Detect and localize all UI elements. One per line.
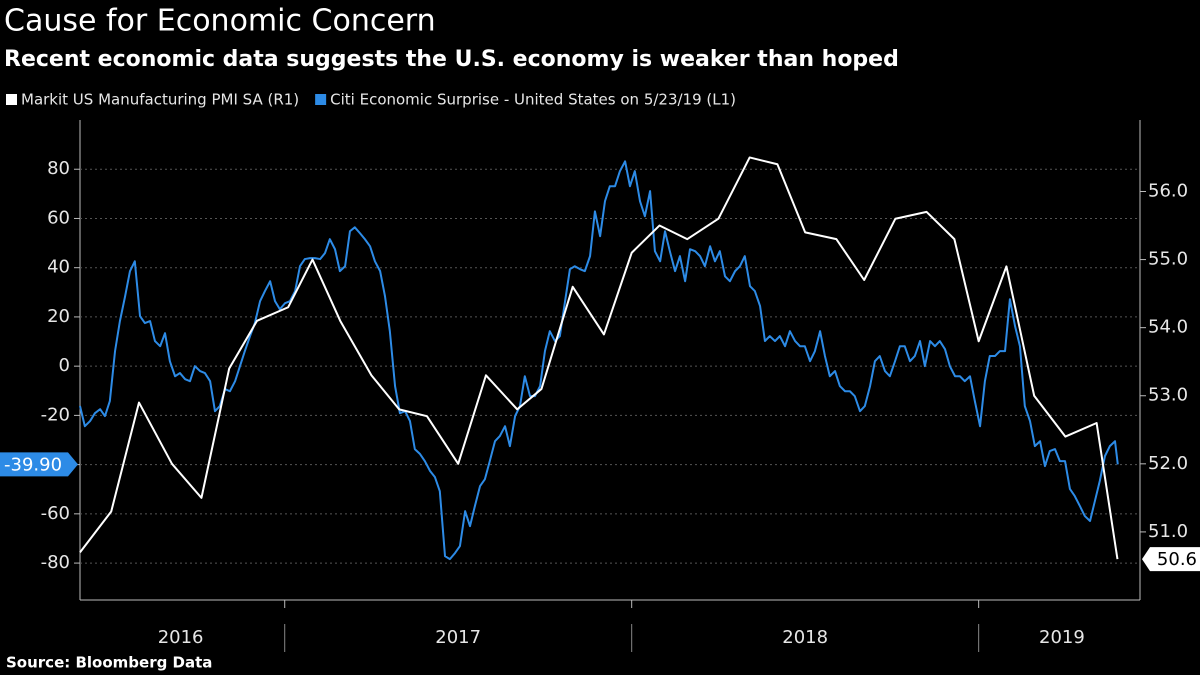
y2-tick-label: 51.0 [1148, 521, 1188, 542]
last-value-tag [1142, 547, 1200, 572]
y-tick-label: -20 [41, 404, 70, 425]
series-line [79, 156, 1119, 560]
y-tick-label: -60 [41, 503, 70, 524]
last-value-label: 50.6 [1157, 549, 1197, 570]
chart-title: Cause for Economic Concern [4, 4, 436, 39]
last-value-label: -39.90 [4, 454, 62, 475]
legend-label: Citi Economic Surprise - United States o… [330, 91, 736, 109]
legend-swatch [6, 94, 17, 105]
y-tick-label: 0 [59, 355, 70, 376]
y2-tick-label: 54.0 [1148, 317, 1188, 338]
y-tick-label: 20 [47, 306, 70, 327]
y2-tick-label: 55.0 [1148, 249, 1188, 270]
y2-tick-label: 52.0 [1148, 453, 1188, 474]
last-value-tag [0, 452, 78, 477]
x-tick-label: 2017 [435, 627, 481, 648]
y-tick-label: 60 [47, 207, 70, 228]
series-line [79, 160, 1119, 561]
chart-subtitle: Recent economic data suggests the U.S. e… [4, 47, 899, 72]
x-tick-label: 2016 [158, 627, 204, 648]
y-tick-label: -80 [41, 552, 70, 573]
x-tick-label: 2018 [782, 627, 828, 648]
legend-label: Markit US Manufacturing PMI SA (R1) [21, 91, 299, 109]
y2-tick-label: 53.0 [1148, 385, 1188, 406]
y2-tick-label: 56.0 [1148, 180, 1188, 201]
y-tick-label: 40 [47, 257, 70, 278]
legend-swatch [315, 94, 327, 105]
source: Source: Bloomberg Data [6, 654, 212, 672]
x-tick-label: 2019 [1039, 627, 1085, 648]
y-tick-label: 80 [47, 158, 70, 179]
